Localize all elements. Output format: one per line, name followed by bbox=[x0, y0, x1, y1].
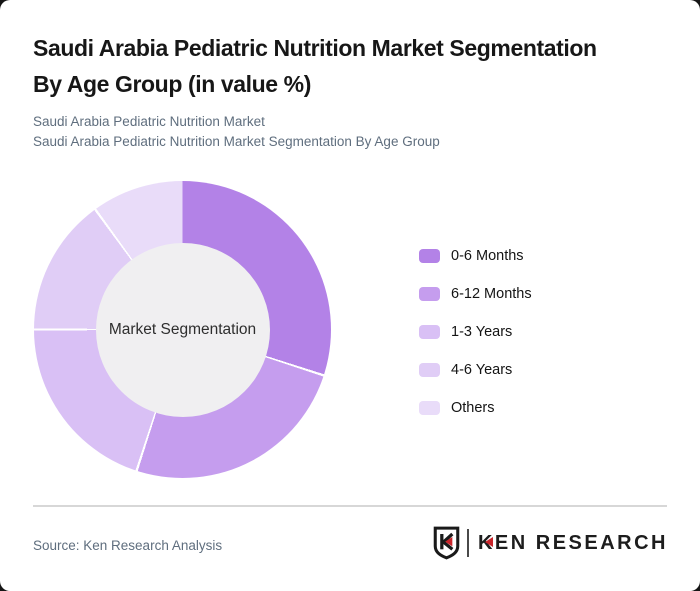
chart-subtitle-line1: Saudi Arabia Pediatric Nutrition Market bbox=[33, 114, 265, 129]
logo-wordmark: KEN RESEARCH bbox=[478, 532, 668, 555]
ken-research-logo: KEN RESEARCH bbox=[433, 524, 668, 562]
ken-research-shield-k-icon bbox=[433, 526, 460, 560]
legend-label: 0-6 Months bbox=[451, 247, 524, 264]
legend-swatch-icon bbox=[419, 324, 440, 339]
source-note: Source: Ken Research Analysis bbox=[33, 538, 223, 553]
legend-swatch-icon bbox=[419, 286, 440, 301]
legend-swatch-icon bbox=[419, 400, 440, 415]
chart-legend: 0-6 Months 6-12 Months 1-3 Years 4-6 Yea… bbox=[419, 248, 532, 438]
legend-label: 4-6 Years bbox=[451, 361, 513, 378]
legend-item-0-6-months: 0-6 Months bbox=[419, 247, 532, 264]
legend-label: Others bbox=[451, 399, 495, 416]
chart-subtitle-line2: Saudi Arabia Pediatric Nutrition Market … bbox=[33, 134, 440, 149]
legend-item-1-3-years: 1-3 Years bbox=[419, 323, 532, 340]
page-title-line1: Saudi Arabia Pediatric Nutrition Market … bbox=[33, 35, 597, 61]
logo-separator bbox=[466, 529, 469, 557]
chart-subtitle: Saudi Arabia Pediatric Nutrition Market … bbox=[33, 112, 673, 152]
legend-label: 1-3 Years bbox=[451, 323, 513, 340]
legend-item-6-12-months: 6-12 Months bbox=[419, 285, 532, 302]
donut-center-label: Market Segmentation bbox=[108, 320, 257, 338]
logo-brand-text: KEN RESEARCH bbox=[477, 531, 668, 554]
donut-hole: Market Segmentation bbox=[95, 242, 270, 417]
legend-item-4-6-years: 4-6 Years bbox=[419, 361, 532, 378]
legend-swatch-icon bbox=[419, 248, 440, 263]
footer-divider bbox=[33, 505, 667, 507]
page-title: Saudi Arabia Pediatric Nutrition Market … bbox=[33, 30, 673, 102]
logo-k-arrow-icon bbox=[484, 536, 493, 547]
legend-label: 6-12 Months bbox=[451, 285, 532, 302]
page-title-line2: By Age Group (in value %) bbox=[33, 71, 311, 97]
legend-swatch-icon bbox=[419, 362, 440, 377]
legend-item-others: Others bbox=[419, 399, 532, 416]
donut-chart: Market Segmentation bbox=[34, 181, 331, 478]
